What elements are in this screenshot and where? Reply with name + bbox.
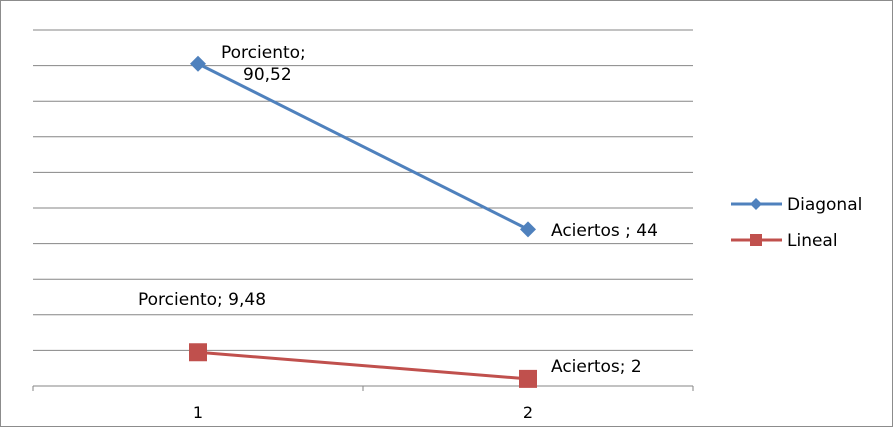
data-point-lineal-1 (189, 343, 207, 362)
x-axis: 1 2 (32, 385, 694, 422)
x-tick-label: 2 (523, 403, 533, 422)
legend-item-lineal: Lineal (731, 231, 838, 251)
legend: Diagonal Lineal (731, 195, 862, 251)
series-layer (189, 55, 537, 388)
data-label-lineal-1: Porciento; 9,48 (138, 290, 266, 310)
series-line-lineal (197, 350, 529, 381)
data-label-diagonal-2: Aciertos ; 44 (551, 221, 658, 241)
data-label-lineal-2: Aciertos; 2 (551, 357, 642, 377)
legend-label-lineal: Lineal (787, 231, 838, 251)
legend-marker-lineal (750, 234, 762, 246)
data-point-diagonal-1 (190, 55, 206, 72)
data-point-lineal-2 (519, 369, 537, 388)
data-label-diagonal-1: Porciento; 90,52 (221, 43, 311, 85)
gridlines (33, 29, 693, 351)
series-line-diagonal (197, 62, 529, 231)
data-point-diagonal-2 (520, 221, 536, 238)
legend-marker-diagonal (750, 198, 762, 210)
x-tick-label: 1 (193, 403, 203, 422)
legend-item-diagonal: Diagonal (731, 195, 862, 215)
legend-label-diagonal: Diagonal (787, 195, 862, 215)
data-labels: Porciento; 90,52 Aciertos ; 44 Porciento… (138, 43, 658, 377)
